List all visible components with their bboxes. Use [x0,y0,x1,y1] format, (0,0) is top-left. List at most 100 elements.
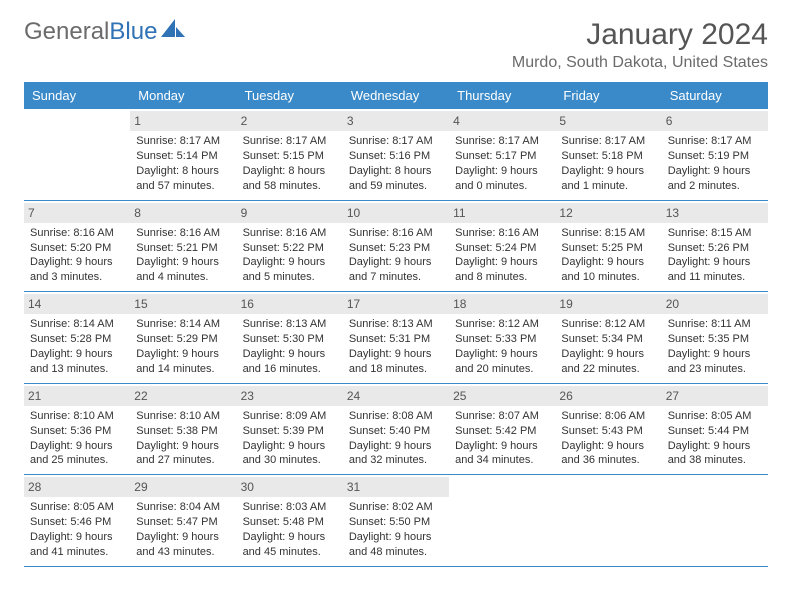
daylight2-text: and 41 minutes. [30,545,124,560]
daylight1-text: Daylight: 9 hours [136,530,230,545]
daylight2-text: and 59 minutes. [349,179,443,194]
sunset-text: Sunset: 5:14 PM [136,149,230,164]
daylight1-text: Daylight: 9 hours [30,530,124,545]
sunrise-text: Sunrise: 8:15 AM [668,226,762,241]
daylight2-text: and 45 minutes. [243,545,337,560]
daylight1-text: Daylight: 9 hours [668,439,762,454]
daylight2-text: and 14 minutes. [136,362,230,377]
location-text: Murdo, South Dakota, United States [512,54,768,72]
sunrise-text: Sunrise: 8:14 AM [30,317,124,332]
daylight1-text: Daylight: 8 hours [136,164,230,179]
day-cell [449,475,555,566]
daylight2-text: and 30 minutes. [243,453,337,468]
daylight2-text: and 11 minutes. [668,270,762,285]
day-number: 21 [24,386,130,406]
daylight1-text: Daylight: 9 hours [561,164,655,179]
daylight2-text: and 48 minutes. [349,545,443,560]
daylight1-text: Daylight: 9 hours [243,530,337,545]
sunrise-text: Sunrise: 8:08 AM [349,409,443,424]
daylight2-text: and 4 minutes. [136,270,230,285]
day-number: 9 [237,203,343,223]
sunrise-text: Sunrise: 8:11 AM [668,317,762,332]
sunrise-text: Sunrise: 8:16 AM [243,226,337,241]
daylight1-text: Daylight: 9 hours [349,347,443,362]
day-cell: 24Sunrise: 8:08 AMSunset: 5:40 PMDayligh… [343,384,449,475]
day-number: 5 [555,111,661,131]
daylight2-text: and 20 minutes. [455,362,549,377]
day-number: 13 [662,203,768,223]
day-cell: 2Sunrise: 8:17 AMSunset: 5:15 PMDaylight… [237,109,343,200]
daylight1-text: Daylight: 9 hours [136,347,230,362]
sunset-text: Sunset: 5:28 PM [30,332,124,347]
daylight1-text: Daylight: 9 hours [349,439,443,454]
daylight1-text: Daylight: 8 hours [349,164,443,179]
sunrise-text: Sunrise: 8:16 AM [136,226,230,241]
daylight2-text: and 25 minutes. [30,453,124,468]
day-cell [555,475,661,566]
sunset-text: Sunset: 5:43 PM [561,424,655,439]
day-header: Monday [130,82,236,109]
daylight2-text: and 23 minutes. [668,362,762,377]
sunrise-text: Sunrise: 8:17 AM [243,134,337,149]
day-number: 17 [343,294,449,314]
day-number: 6 [662,111,768,131]
daylight2-text: and 32 minutes. [349,453,443,468]
logo-text-part2: Blue [109,18,157,46]
day-cell: 1Sunrise: 8:17 AMSunset: 5:14 PMDaylight… [130,109,236,200]
sunset-text: Sunset: 5:17 PM [455,149,549,164]
day-number: 22 [130,386,236,406]
sunset-text: Sunset: 5:21 PM [136,241,230,256]
day-cell: 18Sunrise: 8:12 AMSunset: 5:33 PMDayligh… [449,292,555,383]
daylight1-text: Daylight: 9 hours [243,255,337,270]
logo: GeneralBlue [24,18,187,46]
daylight1-text: Daylight: 9 hours [136,439,230,454]
day-number: 14 [24,294,130,314]
daylight1-text: Daylight: 9 hours [30,347,124,362]
day-number: 30 [237,477,343,497]
daylight2-text: and 8 minutes. [455,270,549,285]
sunset-text: Sunset: 5:50 PM [349,515,443,530]
daylight2-text: and 0 minutes. [455,179,549,194]
day-cell: 10Sunrise: 8:16 AMSunset: 5:23 PMDayligh… [343,201,449,292]
day-header: Thursday [449,82,555,109]
daylight1-text: Daylight: 9 hours [455,255,549,270]
week-row: 14Sunrise: 8:14 AMSunset: 5:28 PMDayligh… [24,292,768,384]
daylight1-text: Daylight: 9 hours [30,255,124,270]
sunset-text: Sunset: 5:42 PM [455,424,549,439]
day-number: 20 [662,294,768,314]
sunset-text: Sunset: 5:31 PM [349,332,443,347]
sunset-text: Sunset: 5:29 PM [136,332,230,347]
sunrise-text: Sunrise: 8:17 AM [455,134,549,149]
day-number: 19 [555,294,661,314]
daylight1-text: Daylight: 9 hours [455,439,549,454]
day-cell: 8Sunrise: 8:16 AMSunset: 5:21 PMDaylight… [130,201,236,292]
sunrise-text: Sunrise: 8:02 AM [349,500,443,515]
daylight2-text: and 22 minutes. [561,362,655,377]
sunset-text: Sunset: 5:35 PM [668,332,762,347]
day-number: 18 [449,294,555,314]
sunrise-text: Sunrise: 8:05 AM [30,500,124,515]
day-number: 8 [130,203,236,223]
daylight2-text: and 57 minutes. [136,179,230,194]
day-number: 23 [237,386,343,406]
sunset-text: Sunset: 5:48 PM [243,515,337,530]
sunset-text: Sunset: 5:15 PM [243,149,337,164]
daylight2-text: and 27 minutes. [136,453,230,468]
day-cell: 15Sunrise: 8:14 AMSunset: 5:29 PMDayligh… [130,292,236,383]
day-cell: 28Sunrise: 8:05 AMSunset: 5:46 PMDayligh… [24,475,130,566]
sunset-text: Sunset: 5:34 PM [561,332,655,347]
day-number: 25 [449,386,555,406]
sunset-text: Sunset: 5:46 PM [30,515,124,530]
sunrise-text: Sunrise: 8:15 AM [561,226,655,241]
daylight1-text: Daylight: 8 hours [243,164,337,179]
day-header: Saturday [662,82,768,109]
sunrise-text: Sunrise: 8:14 AM [136,317,230,332]
sunrise-text: Sunrise: 8:03 AM [243,500,337,515]
daylight2-text: and 7 minutes. [349,270,443,285]
daylight2-text: and 13 minutes. [30,362,124,377]
day-cell: 23Sunrise: 8:09 AMSunset: 5:39 PMDayligh… [237,384,343,475]
sunrise-text: Sunrise: 8:04 AM [136,500,230,515]
day-cell: 22Sunrise: 8:10 AMSunset: 5:38 PMDayligh… [130,384,236,475]
day-cell: 7Sunrise: 8:16 AMSunset: 5:20 PMDaylight… [24,201,130,292]
day-number: 24 [343,386,449,406]
